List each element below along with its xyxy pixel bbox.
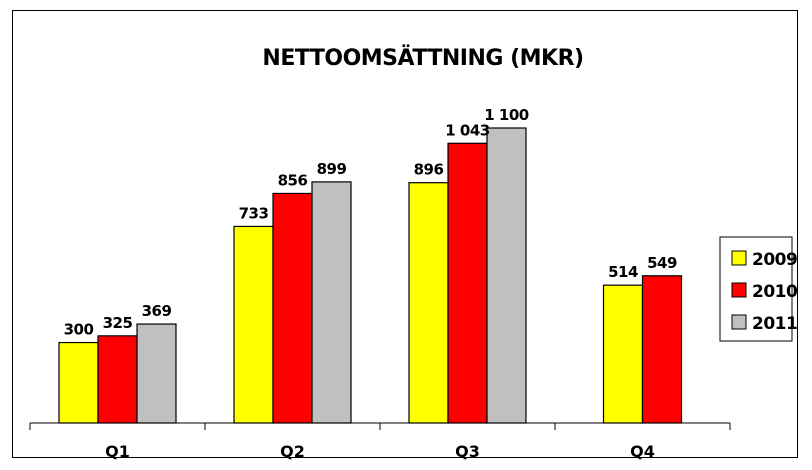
legend-swatch-2009 bbox=[731, 250, 747, 266]
bar-2010-q1 bbox=[97, 335, 138, 424]
legend-label-2010: 2010 bbox=[752, 282, 798, 302]
legend-label-2011: 2011 bbox=[752, 314, 797, 334]
legend-label-2009: 2009 bbox=[752, 250, 797, 270]
bar-2010-q4 bbox=[641, 275, 683, 424]
data-label: 1 100 bbox=[484, 106, 529, 124]
legend: 2009 2010 2011 bbox=[719, 236, 798, 342]
x-tick-label: Q3 bbox=[455, 442, 480, 461]
bar-2009-q3 bbox=[408, 182, 449, 424]
data-label: 300 bbox=[64, 321, 94, 339]
legend-swatch-2011 bbox=[731, 314, 747, 330]
chart-title: NETTOOMSÄTTNING (MKR) bbox=[262, 45, 583, 71]
data-label: 899 bbox=[317, 160, 347, 178]
bar-2011-q1 bbox=[136, 323, 177, 424]
data-label: 1 043 bbox=[445, 121, 490, 139]
data-label: 856 bbox=[278, 171, 308, 189]
data-label: 325 bbox=[103, 314, 133, 332]
x-tick-label: Q4 bbox=[630, 442, 655, 461]
data-label: 896 bbox=[414, 161, 444, 179]
x-axis: Q1 Q2 Q3 Q4 bbox=[29, 422, 731, 461]
data-label: 369 bbox=[142, 302, 172, 320]
bar-2011-q2 bbox=[311, 181, 352, 424]
bars-layer bbox=[58, 127, 683, 424]
bar-2010-q3 bbox=[447, 142, 488, 424]
legend-swatch-2010 bbox=[731, 282, 747, 298]
data-label: 733 bbox=[239, 204, 269, 222]
x-tick-label: Q1 bbox=[105, 442, 130, 461]
bar-2011-q3 bbox=[486, 127, 527, 424]
data-label: 549 bbox=[647, 254, 677, 272]
bar-2009-q2 bbox=[233, 225, 274, 424]
bar-2009-q1 bbox=[58, 341, 99, 424]
bar-2010-q2 bbox=[272, 192, 313, 424]
data-label: 514 bbox=[608, 263, 638, 281]
bar-2009-q4 bbox=[602, 284, 644, 424]
x-tick-label: Q2 bbox=[280, 442, 305, 461]
